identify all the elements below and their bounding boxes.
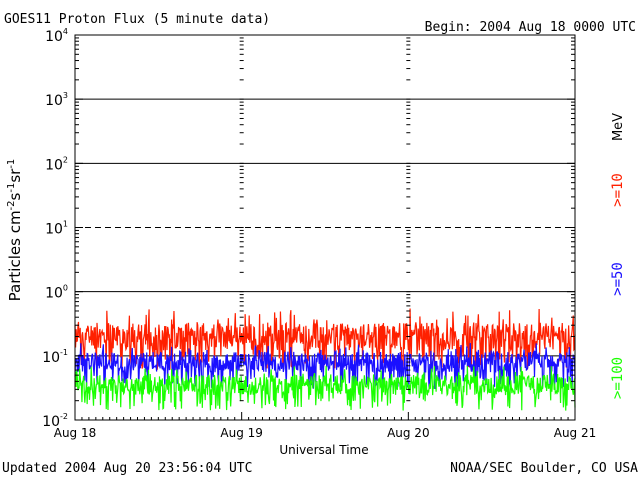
y-tick-base: 10: [45, 222, 63, 238]
y-label-sr: sr: [6, 168, 24, 183]
y-tick-exponent: -2: [60, 412, 68, 421]
y-tick-base: 10: [42, 350, 60, 366]
y-tick-label: 101: [45, 220, 68, 238]
threshold-lines: [75, 98, 575, 357]
y-tick-base: 10: [42, 414, 60, 430]
legend-label-10: >=10: [610, 173, 626, 207]
legend-label-100: >=100: [610, 357, 626, 399]
svg-text:Particles cm-2s-1sr-1: Particles cm-2s-1sr-1: [6, 159, 24, 302]
x-axis-label: Universal Time: [279, 443, 368, 457]
y-label-s: s: [6, 192, 24, 200]
y-tick-exponent: 4: [63, 27, 68, 36]
series-layer: [74, 308, 576, 411]
y-tick-base: 10: [45, 93, 63, 109]
x-tick-label: Aug 21: [554, 426, 597, 440]
x-tick-label: Aug 20: [387, 426, 430, 440]
begin-time: Begin: 2004 Aug 18 0000 UTC: [425, 20, 636, 35]
y-tick-exponent: 1: [63, 220, 68, 229]
y-tick-base: 10: [45, 286, 63, 302]
updated-timestamp: Updated 2004 Aug 20 23:56:04 UTC: [2, 461, 252, 476]
y-tick-exponent: 2: [63, 155, 68, 164]
series-line-100: [74, 366, 576, 411]
y-tick-exponent: -1: [60, 348, 68, 357]
y-tick-exponent: 0: [63, 284, 68, 293]
y-tick-label: 102: [45, 155, 68, 173]
y-tick-exponent: 3: [63, 91, 68, 100]
y-tick-label: 103: [45, 91, 68, 109]
y-tick-base: 10: [45, 29, 63, 45]
x-tick-label: Aug 19: [220, 426, 263, 440]
y-label-exp1: -2: [6, 200, 17, 210]
y-axis-label: Particles cm-2s-1sr-1: [6, 159, 24, 302]
series-line-50: [74, 342, 576, 390]
x-tick-labels: Aug 18 Aug 19 Aug 20 Aug 21: [54, 426, 597, 440]
y-tick-base: 10: [45, 157, 63, 173]
plot-frame: [74, 34, 576, 421]
y-tick-label: 10-1: [42, 348, 68, 366]
y-tick-label: 104: [45, 27, 68, 45]
x-tick-label: Aug 18: [54, 426, 97, 440]
legend: >=10 >=50 >=100 MeV: [610, 113, 626, 399]
legend-units: MeV: [611, 113, 626, 141]
y-label-base: Particles cm: [6, 210, 24, 301]
y-label-exp3: -1: [6, 159, 17, 169]
credit-text: NOAA/SEC Boulder, CO USA: [450, 461, 638, 476]
y-tick-label: 100: [45, 284, 68, 302]
legend-label-50: >=50: [610, 262, 626, 296]
series-line-10: [74, 308, 576, 371]
y-tick-marks: [75, 37, 575, 421]
y-tick-label: 10-2: [42, 412, 68, 430]
chart-title: GOES11 Proton Flux (5 minute data): [4, 12, 270, 27]
y-label-exp2: -1: [6, 183, 17, 193]
